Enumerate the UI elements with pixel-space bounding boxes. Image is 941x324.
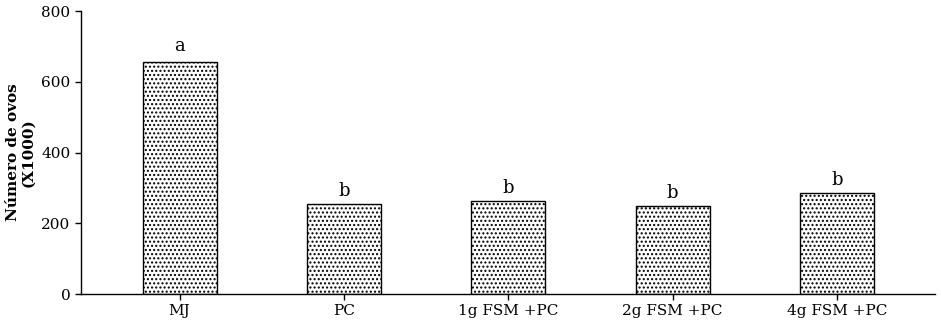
Bar: [307, 204, 381, 294]
Text: b: b: [502, 179, 514, 197]
Text: a: a: [174, 37, 185, 55]
Bar: [635, 206, 710, 294]
Y-axis label: Número de ovos
(X1000): Número de ovos (X1000): [6, 84, 36, 221]
Bar: [471, 201, 545, 294]
Bar: [800, 193, 874, 294]
Text: b: b: [831, 171, 842, 189]
Bar: [143, 62, 216, 294]
Text: b: b: [667, 184, 678, 202]
Text: b: b: [338, 181, 350, 200]
